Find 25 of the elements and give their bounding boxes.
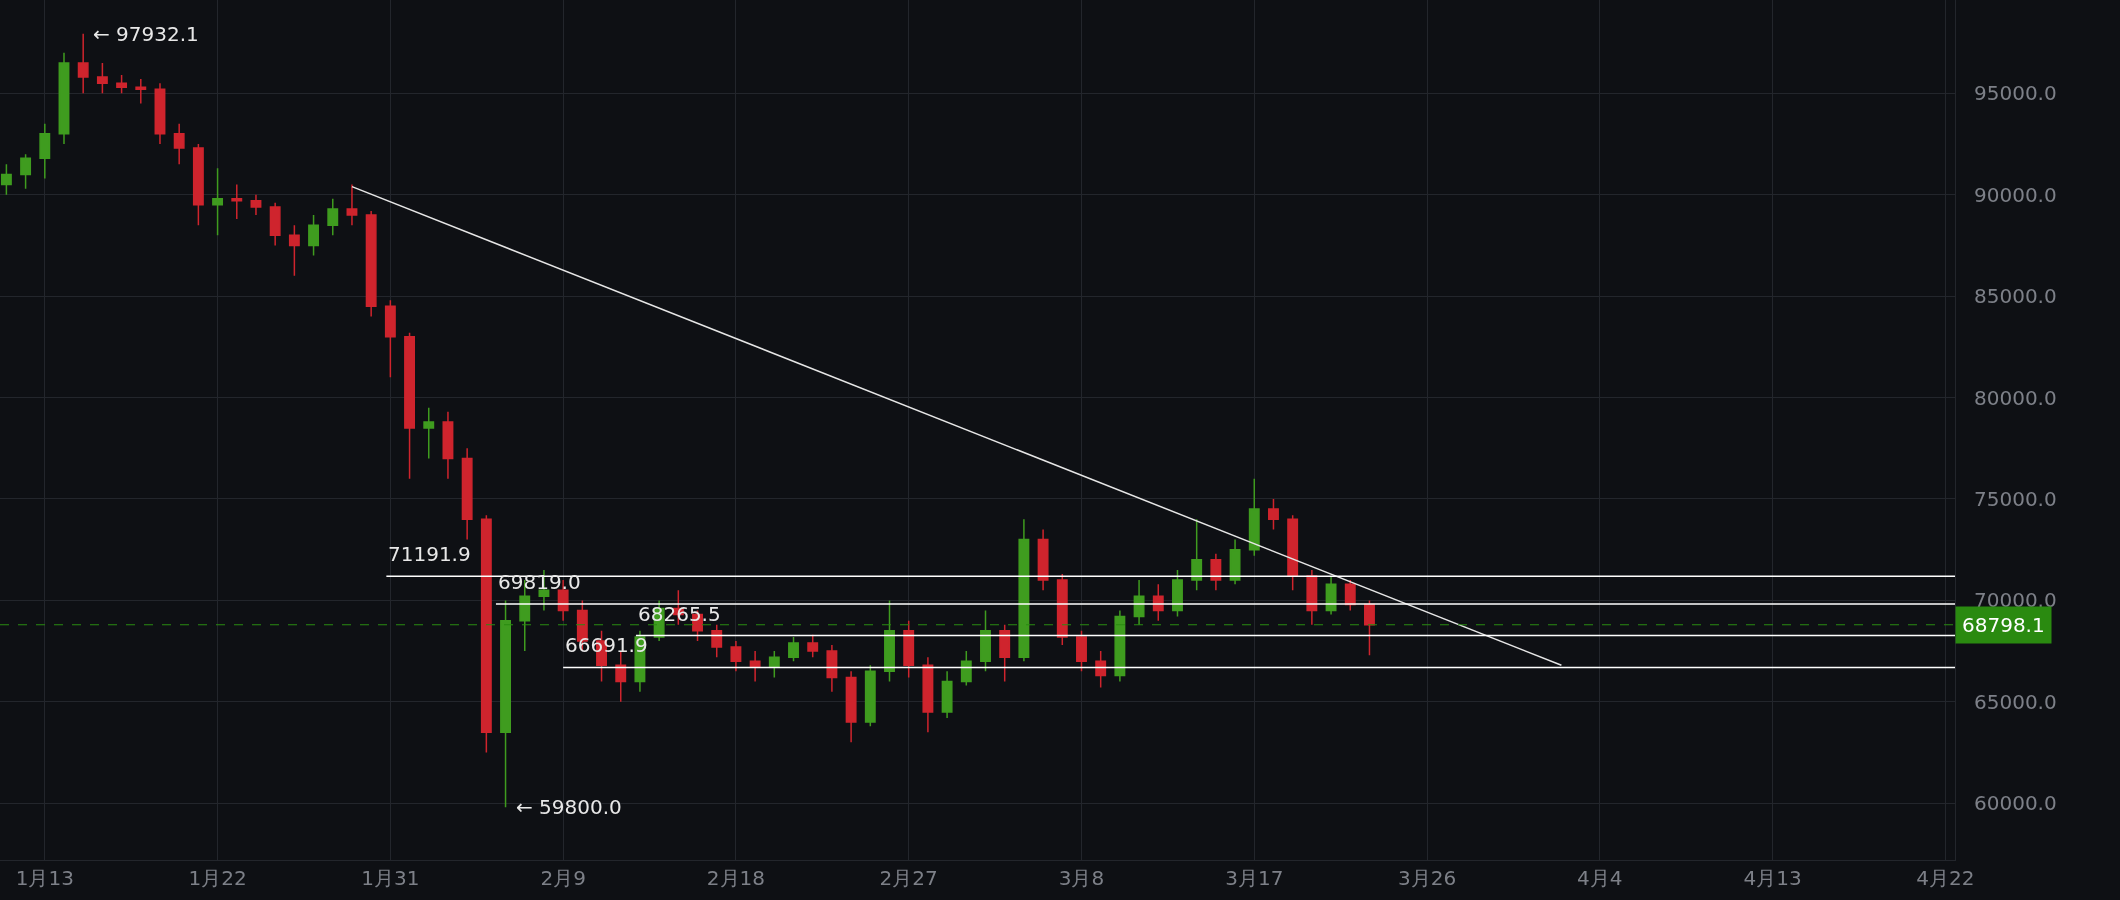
y-tick-label: 75000.0 — [1974, 486, 2057, 511]
y-tick-label: 80000.0 — [1974, 385, 2057, 410]
x-tick-label: 1月13 — [15, 866, 74, 890]
annotation: ← 59800.0 — [516, 795, 622, 819]
annotation: 71191.9 — [388, 542, 471, 566]
x-tick-label: 2月27 — [879, 866, 938, 890]
x-tick-label: 4月4 — [1577, 866, 1623, 890]
x-tick-label: 3月8 — [1058, 866, 1105, 890]
y-tick-label: 70000.0 — [1974, 588, 2057, 613]
ref-line-label: 68798.1 — [1962, 613, 2045, 637]
annotation: 69819.0 — [498, 570, 581, 594]
x-tick-label: 2月9 — [540, 866, 586, 890]
x-tick-label: 1月31 — [361, 866, 420, 890]
x-tick-label: 3月17 — [1225, 866, 1284, 890]
x-tick-label: 3月26 — [1397, 866, 1457, 890]
y-tick-label: 60000.0 — [1974, 791, 2057, 816]
x-tick-label: 2月18 — [706, 866, 766, 890]
x-tick-label: 1月22 — [188, 866, 247, 890]
y-tick-label: 90000.0 — [1974, 182, 2057, 207]
y-tick-label: 95000.0 — [1974, 81, 2057, 106]
y-tick-label: 85000.0 — [1974, 284, 2057, 309]
y-tick-label: 65000.0 — [1974, 689, 2057, 714]
x-tick-label: 4月22 — [1916, 866, 1975, 890]
x-tick-label: 4月13 — [1743, 866, 1802, 890]
annotation: ← 97932.1 — [93, 22, 199, 46]
